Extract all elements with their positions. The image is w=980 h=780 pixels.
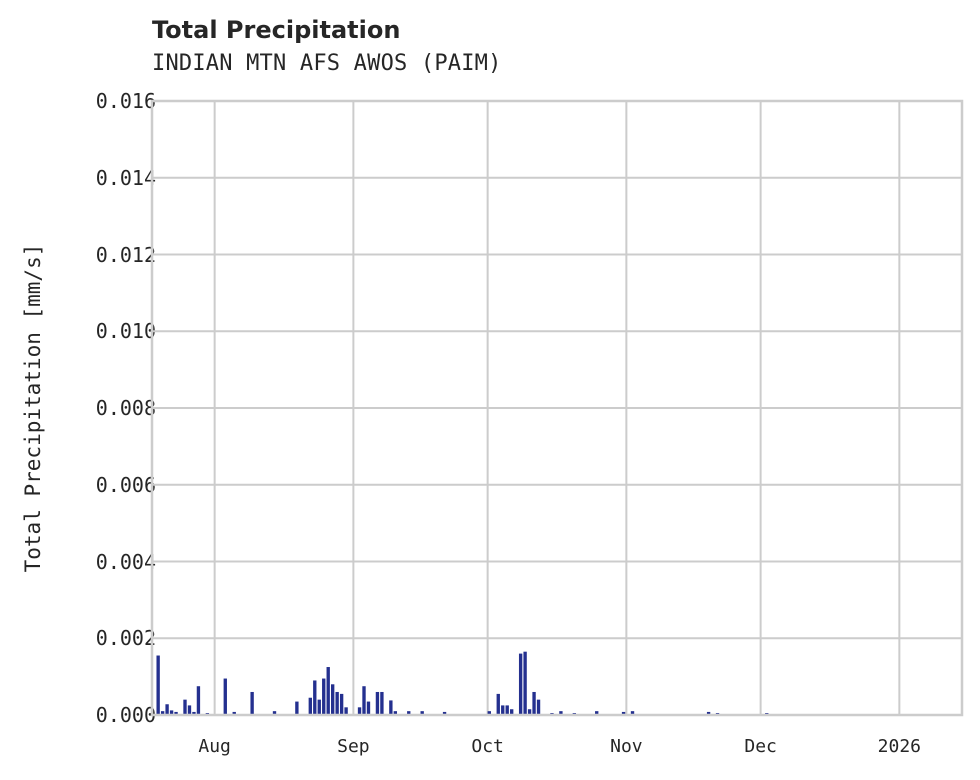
precipitation-bar xyxy=(187,705,192,715)
precipitation-bar xyxy=(407,711,411,715)
precipitation-bar xyxy=(295,701,299,715)
precipitation-bar xyxy=(510,709,514,715)
gridlines xyxy=(152,100,962,716)
x-tick-label: 2026 xyxy=(877,736,922,757)
x-tick-label: Aug xyxy=(198,736,231,757)
precipitation-bar xyxy=(272,711,277,715)
precipitation-bar xyxy=(706,711,711,715)
x-tick-label: Dec xyxy=(744,736,777,757)
precipitation-bar xyxy=(380,691,384,715)
precipitation-bars xyxy=(156,651,769,715)
y-tick-label: 0.014 xyxy=(95,165,156,190)
precipitation-bar xyxy=(250,691,254,715)
x-tick-label: Nov xyxy=(610,736,643,757)
precipitation-bar xyxy=(232,711,236,715)
precipitation-bar xyxy=(174,711,178,715)
precipitation-bar xyxy=(160,711,165,715)
precipitation-bar xyxy=(536,699,541,715)
precipitation-bar xyxy=(308,697,312,715)
precipitation-bar xyxy=(165,704,169,715)
precipitation-bar xyxy=(366,701,371,715)
precipitation-bar xyxy=(532,691,536,715)
precipitation-bar xyxy=(344,707,348,715)
precipitation-bar xyxy=(505,705,509,715)
precipitation-bar xyxy=(326,667,330,715)
plot-frame xyxy=(150,99,964,717)
precipitation-bar xyxy=(420,711,424,715)
precipitation-bar xyxy=(339,693,344,715)
precipitation-bar xyxy=(389,700,393,715)
precipitation-bar xyxy=(156,655,160,715)
precipitation-bar xyxy=(496,693,500,715)
y-tick-label: 0.010 xyxy=(95,319,156,344)
precipitation-bar xyxy=(196,686,201,715)
precipitation-bar xyxy=(523,651,527,715)
precipitation-bar xyxy=(357,707,362,715)
precipitation-bar xyxy=(375,691,380,715)
precipitation-bar xyxy=(362,686,366,715)
y-tick-label: 0.012 xyxy=(95,242,156,267)
y-tick-label: 0.008 xyxy=(95,396,156,420)
precipitation-bar xyxy=(393,711,398,715)
chart-title: Total Precipitation xyxy=(152,16,401,44)
y-tick-label: 0.016 xyxy=(95,89,156,113)
x-tick-label: Oct xyxy=(471,736,504,757)
precipitation-bar xyxy=(322,678,326,715)
precipitation-bar xyxy=(313,680,317,715)
precipitation-bar xyxy=(630,711,635,715)
precipitation-bar xyxy=(518,653,523,715)
y-tick-label: 0.000 xyxy=(95,703,156,727)
precipitation-bar xyxy=(559,711,563,715)
y-tick-label: 0.006 xyxy=(95,472,156,497)
precipitation-bar xyxy=(621,711,626,715)
precipitation-bar xyxy=(183,699,187,715)
y-tick-label: 0.002 xyxy=(95,626,156,651)
precipitation-bar xyxy=(335,691,339,715)
precipitation-bar xyxy=(192,711,196,715)
precipitation-bar xyxy=(442,711,447,715)
x-tick-label: Sep xyxy=(337,736,370,757)
precipitation-bar xyxy=(169,710,174,715)
precipitation-bar xyxy=(527,709,532,715)
precipitation-bar xyxy=(223,678,227,715)
precipitation-bar xyxy=(487,711,491,715)
chart-subtitle: INDIAN MTN AFS AWOS (PAIM) xyxy=(152,51,502,76)
precipitation-bar xyxy=(317,699,321,715)
precipitation-bar xyxy=(501,705,505,715)
precipitation-bar xyxy=(331,684,335,715)
precipitation-bar xyxy=(595,711,599,715)
y-tick-label: 0.004 xyxy=(95,549,156,574)
